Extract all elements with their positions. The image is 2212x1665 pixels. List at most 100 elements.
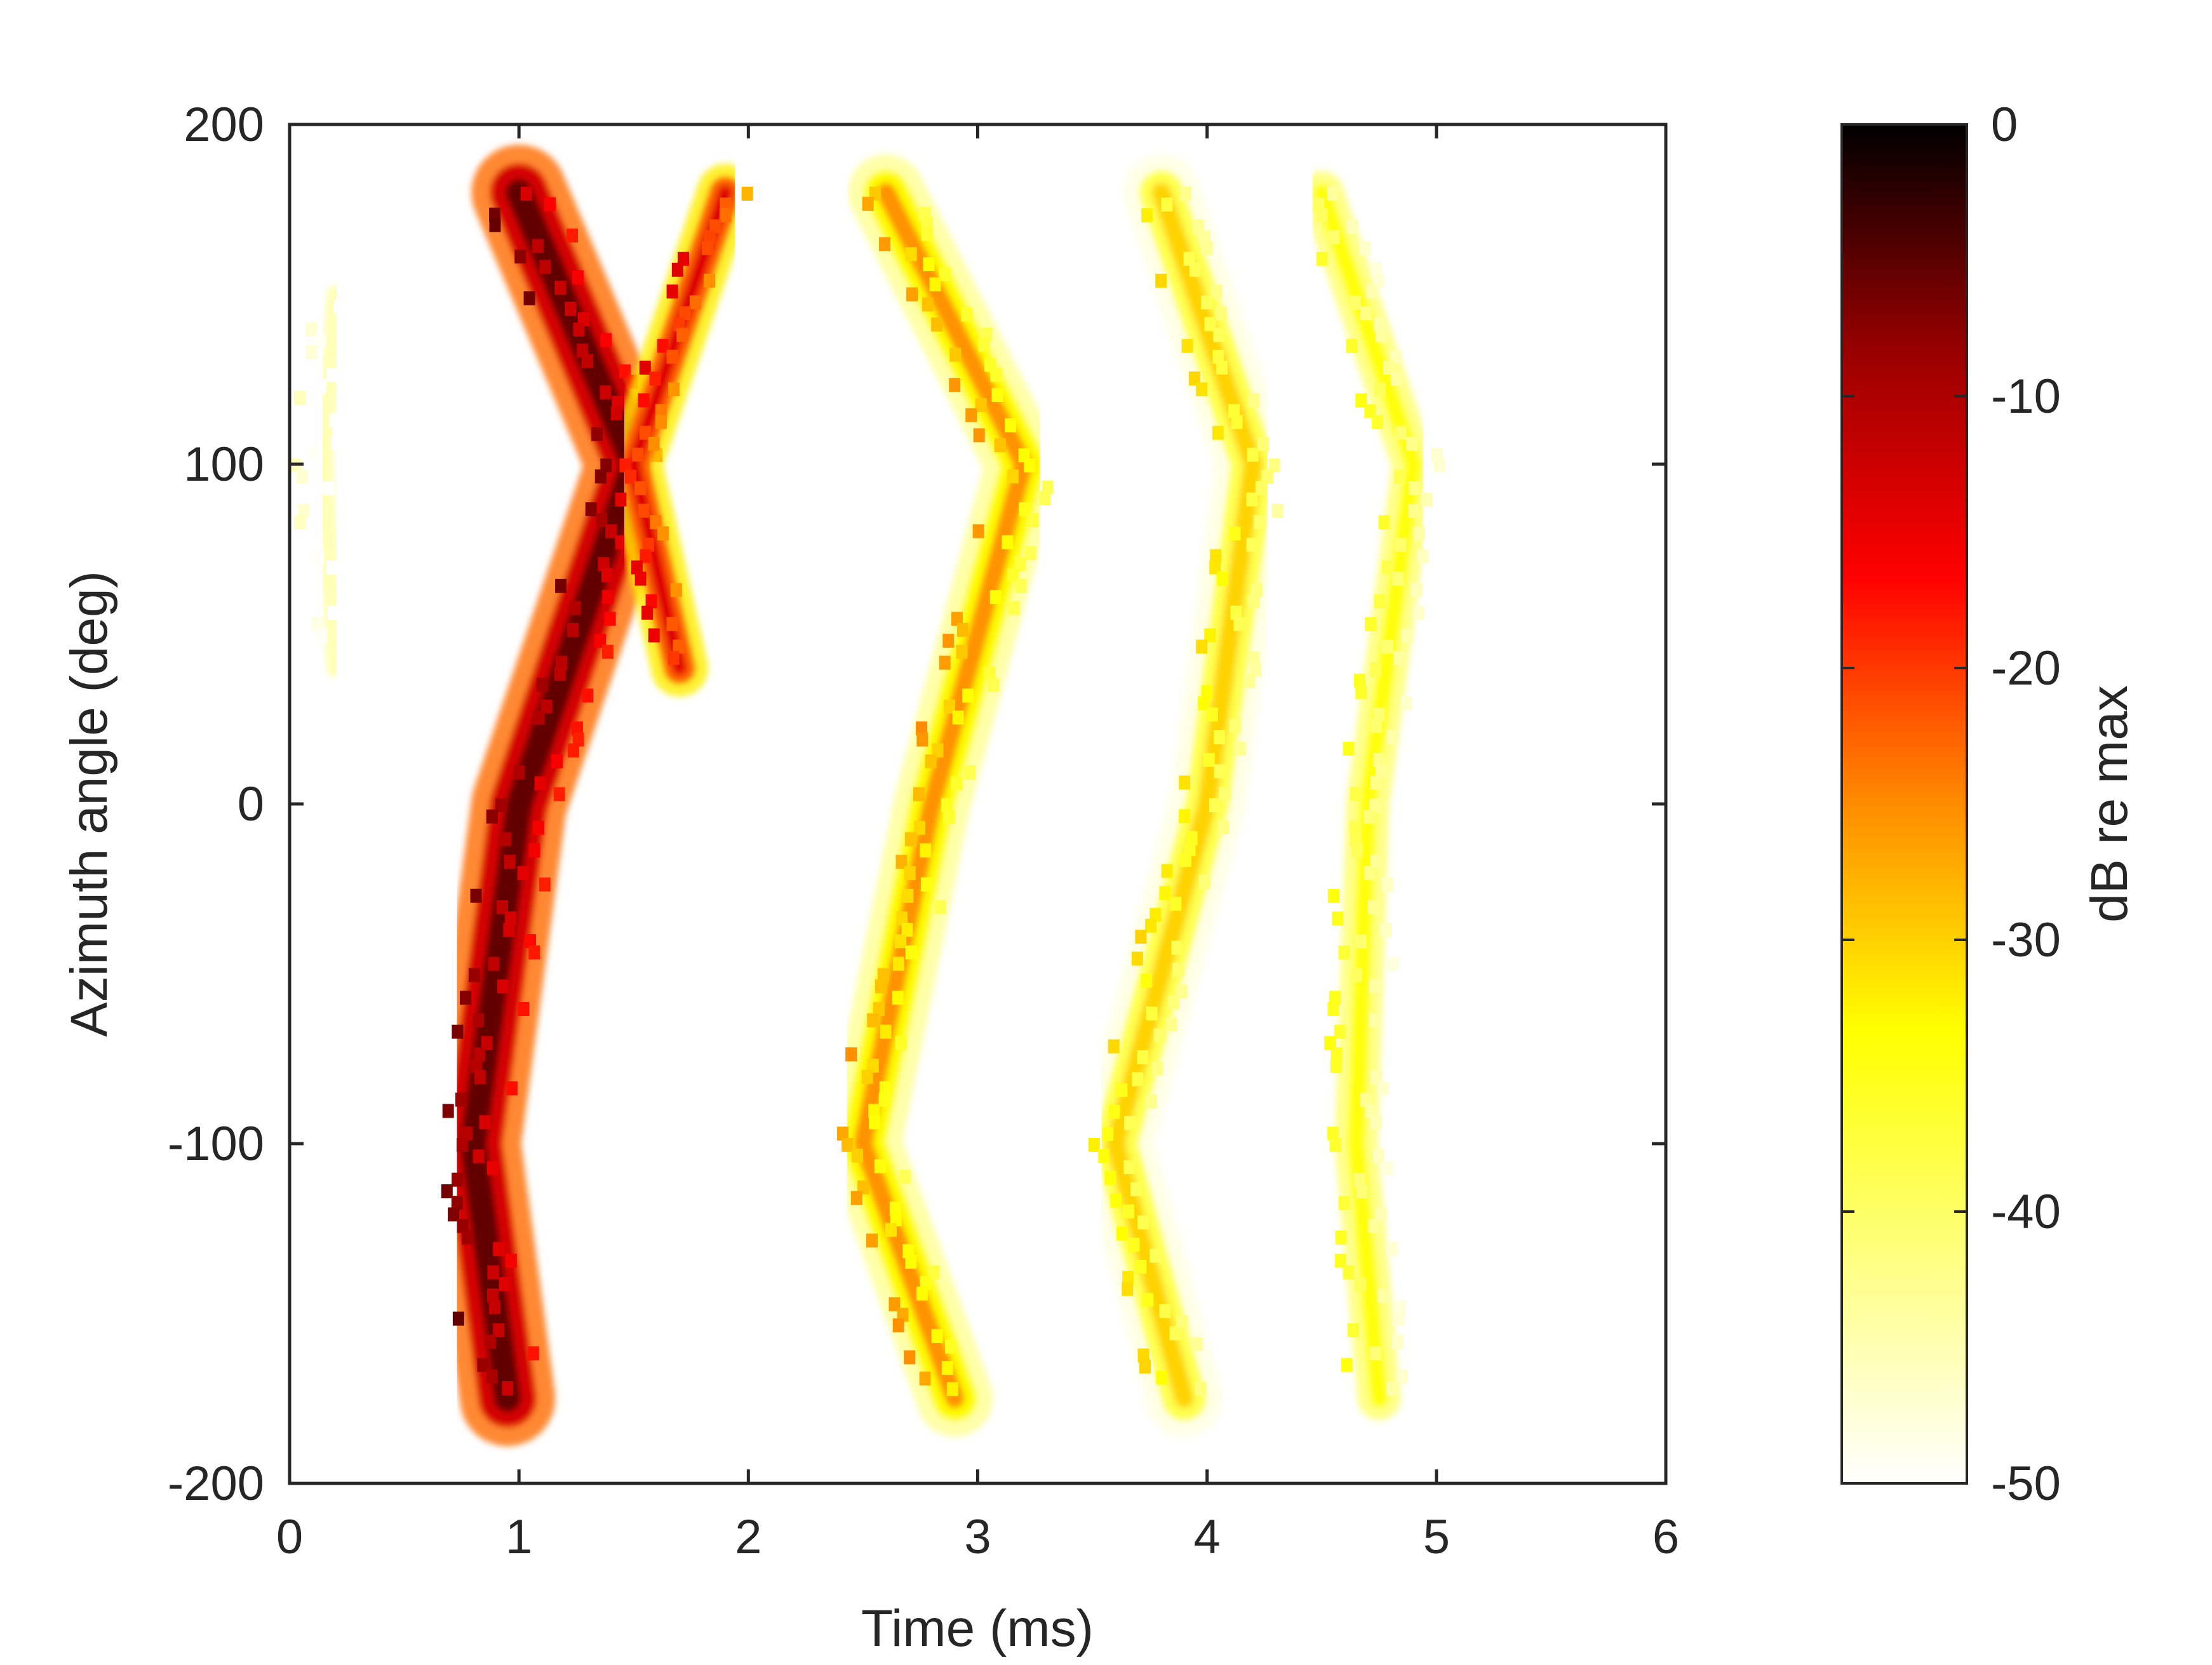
heatmap-cell: [925, 754, 937, 768]
heatmap-cell: [323, 481, 335, 495]
heatmap-cell: [923, 257, 935, 271]
heatmap-cell: [619, 458, 631, 472]
heatmap-cell: [602, 590, 614, 605]
heatmap-cell: [890, 1212, 902, 1226]
heatmap-cell: [1370, 1115, 1382, 1130]
heatmap-cell: [486, 1288, 499, 1303]
heatmap-cell: [944, 699, 956, 714]
heatmap-cell: [972, 524, 984, 538]
heatmap-cell: [1329, 991, 1341, 1005]
heatmap-cell: [528, 945, 540, 960]
heatmap-cell: [741, 187, 753, 201]
heatmap-cell: [905, 1254, 917, 1269]
heatmap-cell: [503, 923, 515, 937]
heatmap-cell: [489, 218, 501, 232]
heatmap-cell: [571, 721, 583, 736]
heatmap-cell: [337, 537, 349, 552]
heatmap-cell: [1370, 855, 1382, 869]
heatmap-cell: [534, 776, 546, 791]
heatmap-cell: [527, 1346, 539, 1361]
heatmap-cell: [484, 1335, 496, 1349]
heatmap-cell: [528, 843, 540, 858]
heatmap-cell: [1176, 984, 1188, 999]
heatmap-cell: [468, 968, 480, 982]
heatmap-cell: [1413, 526, 1425, 540]
heatmap-cell: [331, 436, 343, 450]
heatmap-cell: [448, 1207, 460, 1222]
heatmap-cell: [296, 469, 308, 484]
heatmap-cell: [634, 481, 647, 495]
heatmap-cell: [1122, 1281, 1134, 1296]
heatmap-cell: [1373, 752, 1385, 767]
heatmap-cell: [921, 227, 933, 241]
heatmap-cell: [1233, 617, 1245, 631]
heatmap-cell: [984, 666, 996, 681]
heatmap-cell: [497, 900, 508, 914]
heatmap-cell: [596, 513, 608, 528]
heatmap-cell: [1365, 617, 1376, 631]
heatmap-cell: [506, 1081, 518, 1095]
heatmap-cell: [493, 1323, 505, 1337]
heatmap-cell: [1394, 1300, 1406, 1314]
heatmap-cell: [572, 270, 584, 284]
heatmap-cell: [594, 634, 607, 648]
heatmap-cell: [895, 855, 908, 869]
heatmap-cell: [451, 1196, 463, 1210]
heatmap-cell: [1395, 425, 1407, 440]
colorbar-tick-label: 0: [1991, 98, 2018, 152]
heatmap-cell: [342, 288, 354, 303]
heatmap-cell: [460, 991, 471, 1005]
heatmap-cell: [455, 1092, 467, 1107]
heatmap-cell: [1145, 1094, 1157, 1108]
heatmap-cell: [1097, 1149, 1109, 1163]
heatmap-cell: [1355, 685, 1367, 699]
heatmap-cell: [1124, 1116, 1136, 1130]
heatmap-cell: [670, 583, 682, 598]
heatmap-cell: [634, 572, 647, 586]
heatmap-cell: [897, 1307, 909, 1322]
heatmap-cell: [1246, 537, 1258, 552]
heatmap-cell: [837, 1127, 848, 1141]
heatmap-cell: [1248, 393, 1260, 408]
heatmap-cell: [600, 385, 612, 399]
heatmap-cell: [1373, 317, 1385, 331]
heatmap-cell: [1195, 1381, 1207, 1396]
heatmap-cell: [343, 356, 354, 371]
heatmap-cell: [573, 323, 585, 337]
heatmap-cell: [326, 368, 338, 382]
heatmap-cell: [1159, 1304, 1171, 1318]
heatmap-cell: [305, 345, 317, 359]
heatmap-cell: [990, 368, 1002, 382]
heatmap-cell: [1335, 1230, 1347, 1245]
heatmap-cell: [916, 732, 928, 747]
heatmap-cell: [601, 568, 613, 582]
heatmap-cell: [1201, 685, 1213, 699]
heatmap-cell: [601, 645, 613, 659]
heatmap-cell: [1216, 360, 1228, 375]
heatmap-cell: [638, 504, 650, 518]
x-tick-label: 4: [1194, 1510, 1221, 1564]
heatmap-cell: [862, 196, 874, 211]
heatmap-cell: [1396, 1369, 1408, 1384]
heatmap-cell: [598, 557, 610, 572]
heatmap-cell: [604, 612, 616, 626]
heatmap-cell: [1192, 219, 1204, 234]
heatmap-cell: [1204, 317, 1216, 331]
heatmap-cell: [928, 1265, 940, 1280]
heatmap-cell: [631, 560, 643, 575]
heatmap-cell: [704, 274, 716, 288]
heatmap-cell: [346, 639, 358, 654]
heatmap-cell: [1400, 696, 1412, 711]
heatmap-cell: [892, 956, 904, 971]
heatmap-cell: [655, 404, 667, 418]
heatmap-cell: [1387, 956, 1399, 971]
heatmap-cell: [349, 583, 361, 598]
heatmap-cell: [481, 1036, 493, 1050]
heatmap-cell: [676, 328, 688, 342]
heatmap-cell: [885, 1222, 897, 1237]
heatmap-cell: [554, 281, 566, 295]
heatmap-cell: [1412, 605, 1424, 620]
heatmap-cell: [1209, 798, 1221, 812]
heatmap-cell: [719, 208, 731, 223]
